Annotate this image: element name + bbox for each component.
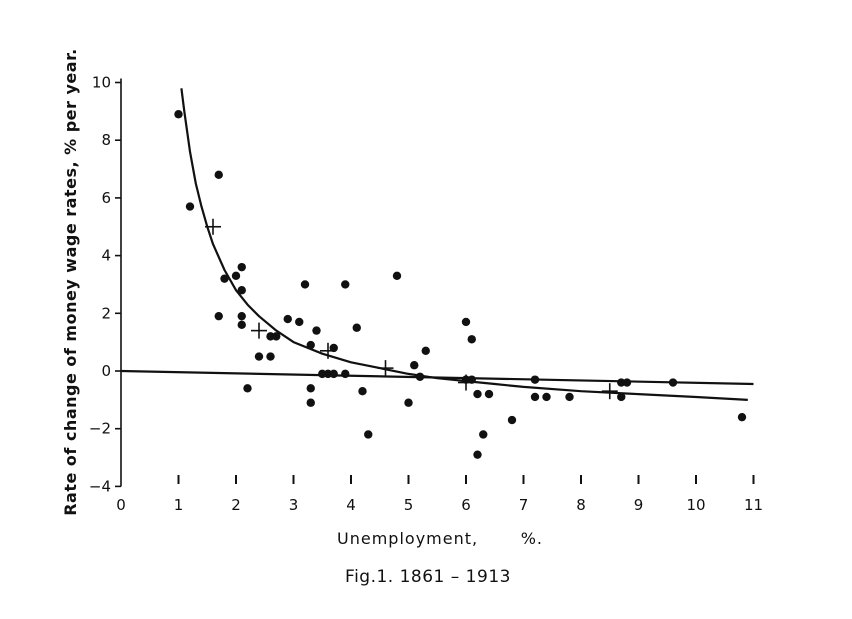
data-point [479, 430, 488, 439]
y-tick-label: 4 [101, 247, 111, 265]
cross-marker [320, 342, 336, 359]
data-point [737, 412, 747, 422]
data-point [283, 314, 292, 324]
x-tick-label: 9 [634, 496, 644, 514]
data-point [358, 386, 367, 396]
y-tick-label: 8 [101, 131, 111, 149]
data-point [473, 389, 482, 399]
data-point [254, 352, 264, 361]
data-point [461, 317, 471, 327]
cross-marker [458, 374, 474, 391]
data-point [220, 274, 229, 283]
data-point [300, 280, 310, 289]
data-point [266, 332, 275, 341]
data-point [473, 450, 482, 459]
data-point [237, 262, 246, 272]
fitted-curve [180, 88, 748, 401]
x-tick-label: 5 [404, 496, 414, 514]
y-tick-label: 10 [92, 74, 111, 92]
data-point [565, 392, 574, 402]
data-point [341, 369, 350, 379]
x-tick-label: 11 [744, 496, 763, 514]
data-point [392, 271, 402, 280]
data-points [174, 110, 747, 459]
data-point [415, 372, 425, 381]
data-point [410, 361, 419, 370]
data-point [306, 398, 315, 407]
data-point [404, 398, 413, 407]
reference-line [120, 369, 754, 386]
data-point [352, 323, 361, 332]
y-axis-label: Rate of change of money wage rates, % pe… [61, 48, 80, 516]
data-point [237, 311, 246, 321]
data-point [237, 320, 246, 330]
x-tick-label: 2 [231, 496, 241, 514]
cross-marker [205, 218, 221, 235]
figure-caption: Fig.1. 1861 – 1913 [345, 567, 511, 587]
x-tick-label: 10 [686, 496, 705, 514]
data-point [312, 326, 321, 335]
data-point [530, 392, 540, 402]
data-point [306, 384, 315, 393]
data-point [318, 369, 327, 379]
y-tick-label: 6 [101, 189, 111, 207]
y-tick-label: 0 [101, 362, 111, 380]
y-tick-label: −2 [89, 420, 111, 438]
data-point [542, 392, 551, 402]
data-point [421, 346, 430, 356]
data-point [174, 110, 183, 119]
data-point [617, 392, 626, 402]
cross-marker [251, 322, 267, 339]
x-tick-label: 3 [289, 496, 299, 514]
data-point [668, 378, 678, 387]
tick-marks [115, 81, 755, 488]
data-point [530, 375, 540, 384]
tick-labels: −4 −2 0 2 4 6 8 10 0 1 2 3 4 5 6 7 8 9 10 11 [89, 74, 763, 515]
x-tick-label: 8 [576, 496, 586, 514]
x-tick-label: 6 [461, 496, 471, 514]
data-point [214, 170, 223, 180]
data-point [329, 369, 338, 379]
x-tick-label: 4 [346, 496, 356, 514]
x-tick-label: 1 [174, 496, 184, 514]
data-point [295, 317, 304, 327]
cross-marker [377, 360, 394, 377]
data-point [467, 335, 476, 344]
data-point [237, 286, 246, 295]
data-point [266, 352, 275, 361]
data-point [214, 311, 223, 321]
data-point [185, 202, 195, 211]
data-point [341, 280, 350, 289]
fitted-lines [120, 88, 754, 401]
y-tick-label: 2 [101, 304, 111, 322]
data-point [622, 378, 632, 387]
data-point [231, 271, 241, 280]
x-tick-label: 7 [519, 496, 529, 514]
x-tick-label: 0 [116, 496, 126, 514]
y-tick-label: −4 [89, 477, 111, 495]
data-point [323, 369, 333, 379]
data-point [306, 340, 315, 350]
cross-marker [601, 383, 618, 400]
data-point [243, 384, 252, 393]
data-point [617, 378, 626, 387]
data-point [272, 332, 281, 341]
data-point [364, 430, 373, 439]
x-axis-label: Unemployment, %. [337, 529, 543, 548]
data-point [507, 415, 517, 425]
data-point [484, 389, 494, 399]
